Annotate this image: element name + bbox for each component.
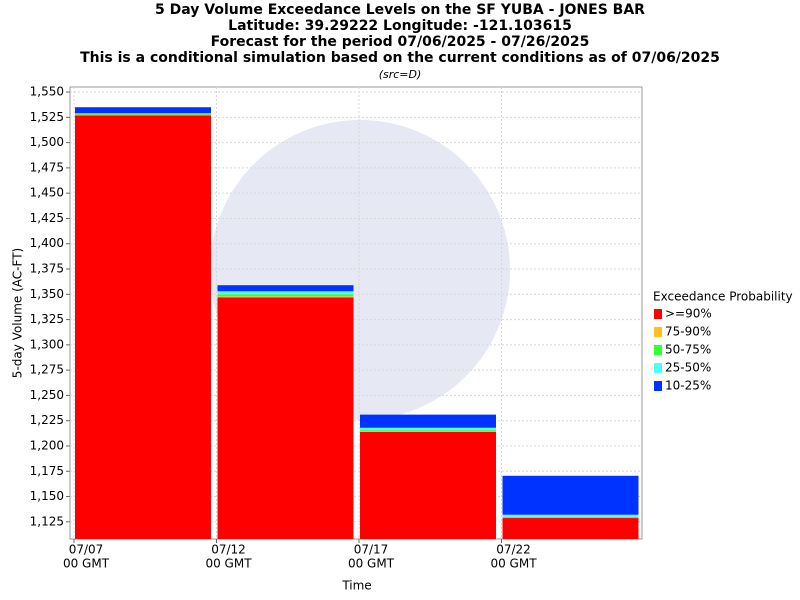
y-tick-label: 1,275 [30,363,64,377]
y-tick-label: 1,200 [30,438,64,452]
legend-swatch [654,309,662,319]
x-tick-sublabel: 00 GMT [348,557,395,571]
y-axis-label: 5-day Volume (AC-FT) [11,248,25,378]
bar-segment [217,291,354,295]
legend-swatch [654,363,662,373]
legend-label: 10-25% [665,379,711,393]
bar-segment [360,414,496,428]
x-tick-label: 07/12 [211,543,246,557]
bar-segment [75,107,211,114]
legend-swatch [654,381,662,391]
y-tick-label: 1,350 [30,287,64,301]
subtitle: (src=D) [379,68,422,81]
y-tick-label: 1,525 [30,110,64,124]
y-tick-label: 1,150 [30,489,64,503]
bar-segment [75,114,211,116]
chart-title: Forecast for the period 07/06/2025 - 07/… [211,34,590,50]
bar-segment [360,429,496,431]
legend-title: Exceedance Probability [653,290,793,304]
y-tick-label: 1,250 [30,388,64,402]
y-tick-label: 1,550 [30,85,64,99]
legend-swatch [654,345,662,355]
legend-label: 50-75% [665,343,711,357]
y-tick-label: 1,375 [30,262,64,276]
y-tick-label: 1,425 [30,211,64,225]
bar-segment [75,113,211,115]
bar-segment [217,285,354,292]
bar-segment [75,115,211,539]
bar-segment [502,475,639,515]
legend-label: 25-50% [665,361,711,375]
y-tick-label: 1,225 [30,413,64,427]
y-tick-label: 1,125 [30,514,64,528]
bar-segment [217,294,354,297]
bar-segment [217,296,354,298]
y-tick-label: 1,475 [30,160,64,174]
legend-label: 75-90% [665,325,711,339]
x-tick-label: 07/22 [496,543,531,557]
chart-title: 5 Day Volume Exceedance Levels on the SF… [155,2,645,18]
x-tick-label: 07/17 [354,543,389,557]
chart-title: Latitude: 39.29222 Longitude: -121.10361… [228,18,572,34]
bar-segment [502,517,639,519]
x-tick-sublabel: 00 GMT [490,557,537,571]
x-tick-sublabel: 00 GMT [205,557,252,571]
legend-swatch [654,327,662,337]
bar-segment [502,516,639,518]
y-tick-label: 1,300 [30,337,64,351]
y-tick-label: 1,175 [30,464,64,478]
x-axis-label: Time [341,579,371,593]
y-tick-label: 1,450 [30,186,64,200]
x-tick-sublabel: 00 GMT [63,557,110,571]
bar-segment [75,113,211,115]
legend-label: >=90% [665,307,712,321]
y-tick-label: 1,400 [30,236,64,250]
bar-segment [360,431,496,539]
bar-segment [502,514,639,517]
bar-segment [502,517,639,539]
bar-segment [360,427,496,430]
x-tick-label: 07/07 [69,543,104,557]
bar-segment [217,297,354,539]
y-tick-label: 1,500 [30,135,64,149]
chart-title: This is a conditional simulation based o… [80,50,720,66]
y-tick-label: 1,325 [30,312,64,326]
bar-segment [360,430,496,432]
